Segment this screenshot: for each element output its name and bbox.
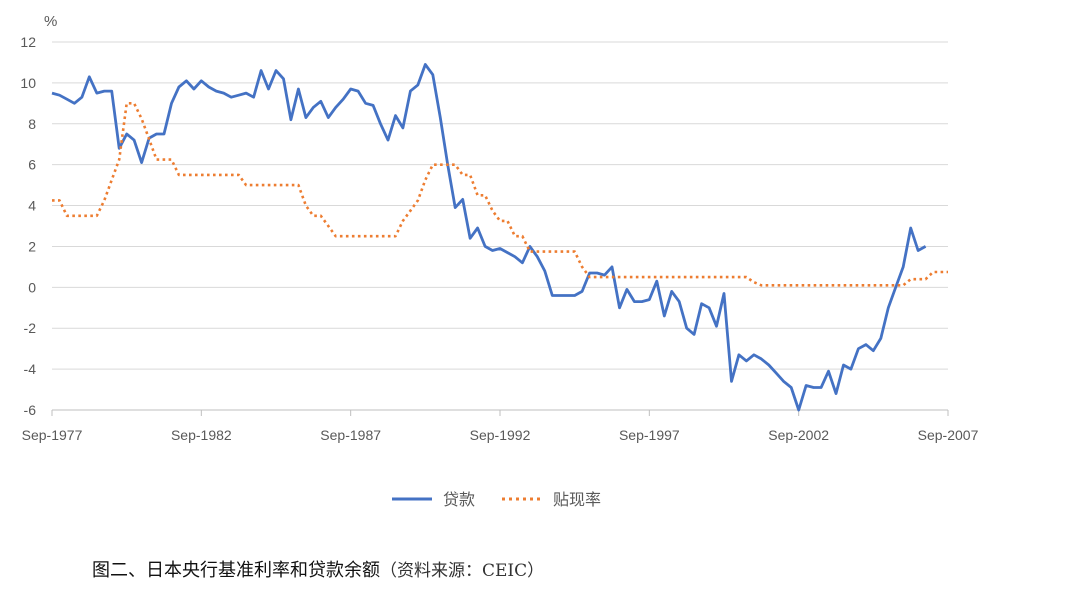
y-tick-label: 6 <box>28 157 36 173</box>
figure-caption: 图二、日本央行基准利率和贷款余额（资料来源：CEIC） <box>92 556 544 582</box>
y-tick-label: 4 <box>28 198 36 214</box>
x-tick-label: Sep-1997 <box>619 427 680 443</box>
x-axis: Sep-1977 Sep-1982 Sep-1987 Sep-1992 Sep-1997… <box>22 409 979 443</box>
x-tick-label: Sep-1982 <box>171 427 232 443</box>
series-line-discount-rate <box>52 102 948 287</box>
legend-label-loans: 贷款 <box>443 490 475 509</box>
y-tick-label: -2 <box>24 320 37 336</box>
y-tick-label: 10 <box>20 75 36 91</box>
y-axis-tick-labels: 12 10 8 6 4 2 0 -2 -4 -6 <box>20 34 36 418</box>
gridlines <box>52 41 948 411</box>
y-axis-unit-label: % <box>44 13 57 30</box>
x-tick-label: Sep-2002 <box>768 427 829 443</box>
x-tick-label: Sep-2007 <box>918 427 979 443</box>
y-tick-label: 2 <box>28 238 36 254</box>
x-tick-label: Sep-1992 <box>470 427 531 443</box>
caption-title: 图二、日本央行基准利率和贷款余额 <box>92 560 380 581</box>
y-tick-label: 0 <box>28 279 36 295</box>
y-tick-label: 12 <box>20 34 36 50</box>
legend: 贷款 贴现率 <box>392 490 601 509</box>
caption-source: （资料来源：CEIC） <box>380 561 545 581</box>
y-tick-label: -6 <box>24 402 37 418</box>
x-tick-label: Sep-1987 <box>320 427 381 443</box>
series-line-loans <box>51 63 927 412</box>
y-tick-label: -4 <box>24 361 37 377</box>
y-tick-label: 8 <box>28 116 36 132</box>
series-lines <box>51 63 948 412</box>
legend-label-discount-rate: 贴现率 <box>553 490 601 509</box>
x-tick-label: Sep-1977 <box>22 427 83 443</box>
